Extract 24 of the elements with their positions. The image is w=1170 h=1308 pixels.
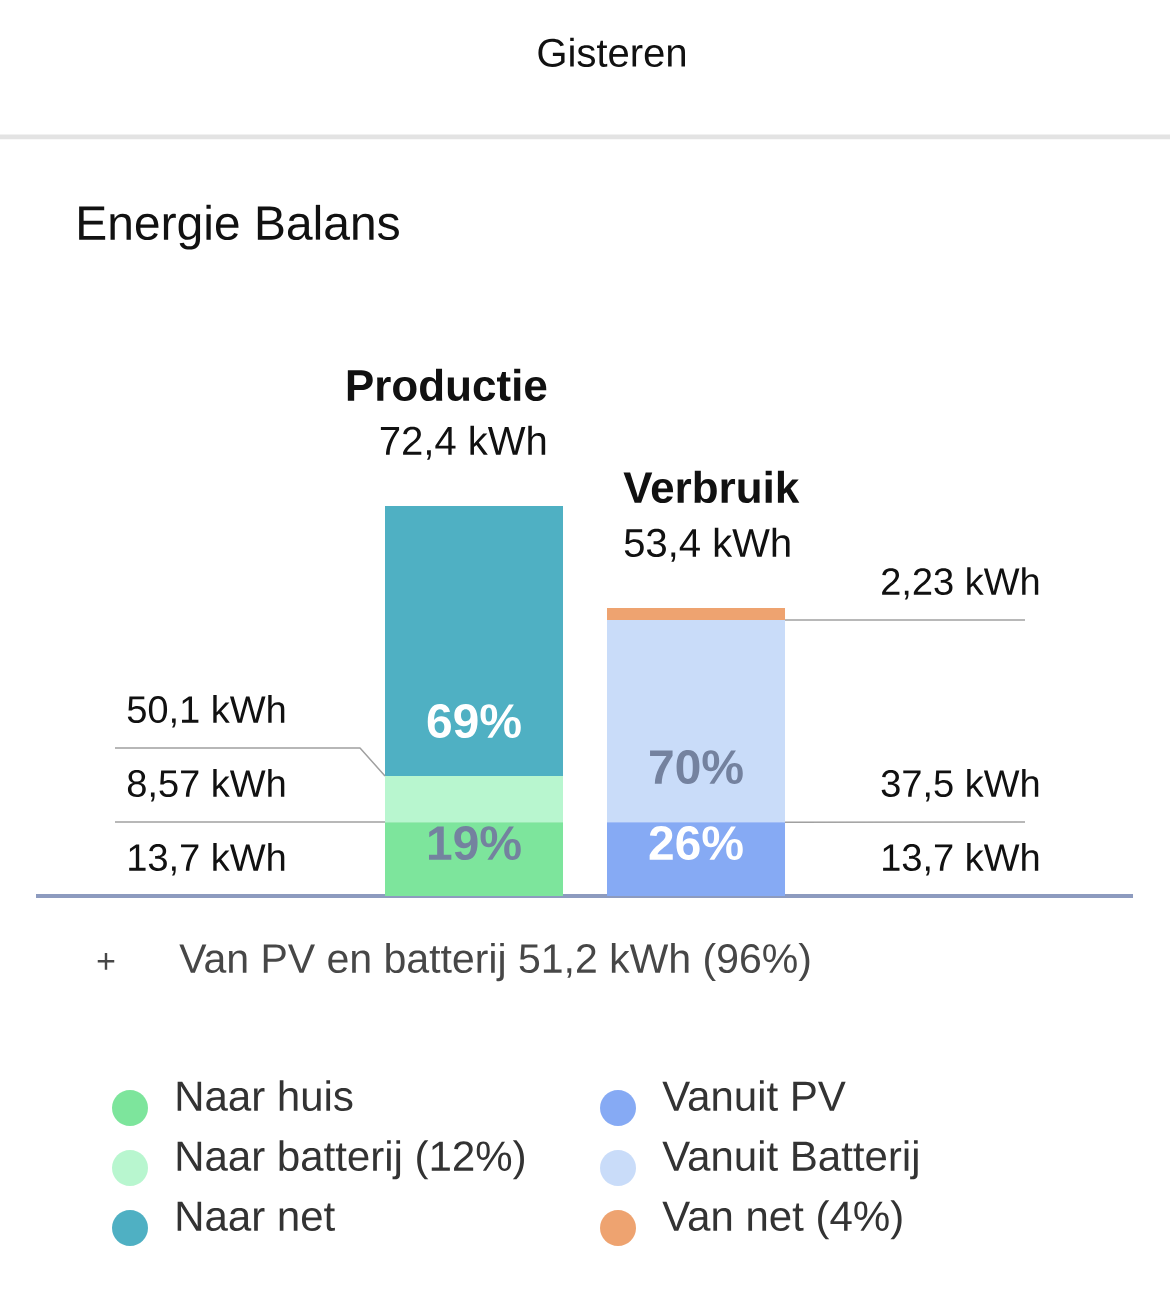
x-tick-label: Verbruik	[623, 470, 800, 504]
data-label: 37,5 kWh	[881, 769, 1039, 802]
legend-label: Naar batterij (12%)	[177, 1140, 524, 1180]
annotation: 69%	[427, 704, 521, 739]
data-label: 13,7 kWh	[883, 843, 1039, 876]
legend-label: Naar net	[177, 1201, 335, 1232]
legend-label: Vanuit Batterij	[662, 1140, 918, 1180]
text: Gisteren	[538, 37, 685, 68]
legend-label: Vanuit PV	[662, 1080, 846, 1112]
chart-title: Energie Balans	[79, 204, 399, 250]
text: +	[97, 953, 115, 970]
annotation: 26%	[649, 826, 743, 861]
data-label: 50,1 kWh	[127, 695, 285, 728]
text: Van PV en batterij 51,2 kWh (96%)	[179, 942, 810, 982]
x-tick-label: Productie	[347, 368, 547, 402]
total-label: 72,4 kWh	[380, 425, 546, 460]
total-label: 53,4 kWh	[624, 527, 790, 562]
data-label: 13,7 kWh	[129, 843, 285, 876]
annotation: 19%	[429, 826, 521, 861]
annotation: 70%	[650, 750, 743, 785]
data-label: 2,23 kWh	[882, 567, 1039, 600]
legend-label: Van net (4%)	[662, 1200, 902, 1240]
legend-label: Naar huis	[177, 1080, 353, 1112]
data-label: 8,57 kWh	[127, 769, 285, 802]
